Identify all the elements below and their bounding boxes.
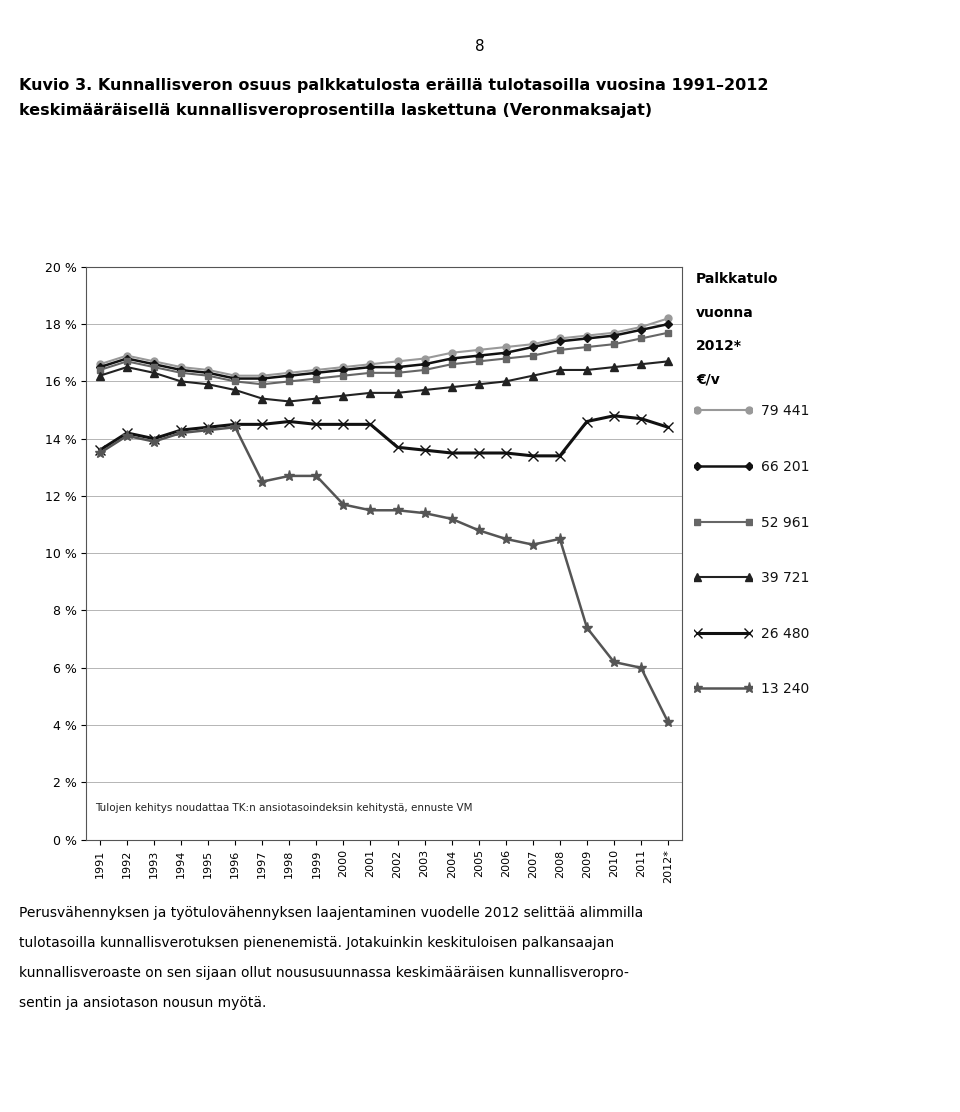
Text: Perusvähennyksen ja työtulovähennyksen laajentaminen vuodelle 2012 selittää alim: Perusvähennyksen ja työtulovähennyksen l… [19,906,643,921]
Text: Tulojen kehitys noudattaa TK:n ansiotasoindeksin kehitystä, ennuste VM: Tulojen kehitys noudattaa TK:n ansiotaso… [95,803,473,813]
Text: 13 240: 13 240 [761,683,809,696]
Text: vuonna: vuonna [696,306,754,320]
Text: 52 961: 52 961 [761,516,810,529]
Text: 66 201: 66 201 [761,460,810,474]
Text: Palkkatulo: Palkkatulo [696,272,779,287]
Text: Kuvio 3. Kunnallisveron osuus palkkatulosta eräillä tulotasoilla vuosina 1991–20: Kuvio 3. Kunnallisveron osuus palkkatulo… [19,78,769,92]
Text: 8: 8 [475,39,485,53]
Text: 2012*: 2012* [696,339,742,354]
Text: kunnallisveroaste on sen sijaan ollut noususuunnassa keskimääräisen kunnallisver: kunnallisveroaste on sen sijaan ollut no… [19,966,629,981]
Text: 26 480: 26 480 [761,627,809,641]
Text: 79 441: 79 441 [761,405,809,418]
Text: sentin ja ansiotason nousun myötä.: sentin ja ansiotason nousun myötä. [19,996,267,1011]
Text: tulotasoilla kunnallisverotuksen pienenemistä. Jotakuinkin keskituloisen palkans: tulotasoilla kunnallisverotuksen pienene… [19,936,614,951]
Text: 39 721: 39 721 [761,572,809,585]
Text: €/v: €/v [696,373,720,387]
Text: keskimääräisellä kunnallisveroprosentilla laskettuna (Veronmaksajat): keskimääräisellä kunnallisveroprosentill… [19,103,653,118]
